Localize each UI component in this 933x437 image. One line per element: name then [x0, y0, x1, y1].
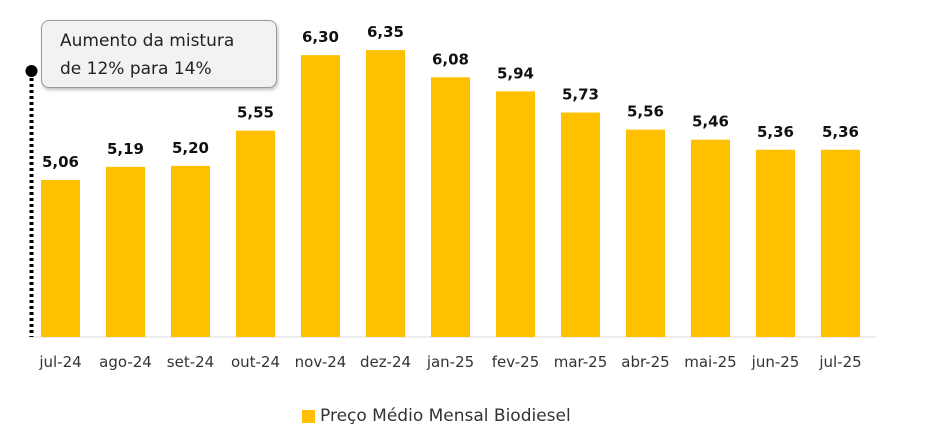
bar-fev-25	[496, 91, 535, 337]
value-label-set-24: 5,20	[172, 139, 209, 157]
x-tick-label-dez-24: dez-24	[360, 353, 411, 371]
value-label-jul-24: 5,06	[42, 153, 79, 171]
annotation-text-line-1: Aumento da mistura	[60, 31, 235, 51]
bar-jan-25	[431, 77, 470, 337]
bars-group	[41, 50, 860, 338]
bar-jul-24	[41, 179, 80, 337]
annotation-callout: Aumento da mistura de 12% para 14%	[41, 20, 277, 88]
value-label-dez-24: 6,35	[367, 23, 404, 41]
bar-nov-24	[301, 55, 340, 338]
value-label-nov-24: 6,30	[302, 28, 339, 46]
x-tick-label-ago-24: ago-24	[99, 353, 152, 371]
x-tick-label-mar-25: mar-25	[554, 353, 608, 371]
legend-label: Preço Médio Mensal Biodiesel	[320, 406, 571, 426]
bar-mar-25	[561, 112, 600, 337]
x-tick-label-jul-25: jul-25	[818, 353, 861, 371]
x-tick-label-nov-24: nov-24	[295, 353, 347, 371]
legend: Preço Médio Mensal Biodiesel	[302, 405, 571, 427]
x-tick-label-mai-25: mai-25	[684, 353, 736, 371]
value-label-ago-24: 5,19	[107, 140, 144, 158]
bar-out-24	[236, 130, 275, 337]
bar-ago-24	[106, 166, 145, 337]
value-labels-group: 5,06 5,19 5,20 5,55 6,30 6,35 6,08 5,94 5,73 5,56…	[42, 23, 859, 171]
annotation-text-line-2: de 12% para 14%	[60, 59, 212, 79]
x-tick-label-out-24: out-24	[231, 353, 280, 371]
value-label-abr-25: 5,56	[627, 103, 664, 121]
value-label-fev-25: 5,94	[497, 64, 534, 82]
legend-swatch	[302, 409, 315, 423]
value-label-mai-25: 5,46	[692, 113, 729, 131]
x-tick-label-jan-25: jan-25	[426, 353, 474, 371]
annotation-marker-dot	[25, 65, 38, 77]
bar-jul-25	[821, 149, 860, 337]
x-tick-label-fev-25: fev-25	[492, 353, 539, 371]
x-tick-label-jun-25: jun-25	[751, 353, 800, 371]
value-label-out-24: 5,55	[237, 104, 274, 122]
bar-jun-25	[756, 149, 795, 337]
x-tick-labels-group: jul-24 ago-24 set-24 out-24 nov-24 dez-24 jan-…	[38, 353, 861, 371]
bar-dez-24	[366, 50, 405, 337]
x-tick-label-abr-25: abr-25	[621, 353, 669, 371]
bar-set-24	[171, 165, 210, 337]
x-tick-label-set-24: set-24	[167, 353, 214, 371]
bar-abr-25	[626, 129, 665, 337]
bar-mai-25	[691, 139, 730, 337]
value-label-jun-25: 5,36	[757, 123, 794, 141]
value-label-jan-25: 6,08	[432, 50, 469, 68]
x-tick-label-jul-24: jul-24	[38, 353, 81, 371]
value-label-jul-25: 5,36	[822, 123, 859, 141]
value-label-mar-25: 5,73	[562, 86, 599, 104]
